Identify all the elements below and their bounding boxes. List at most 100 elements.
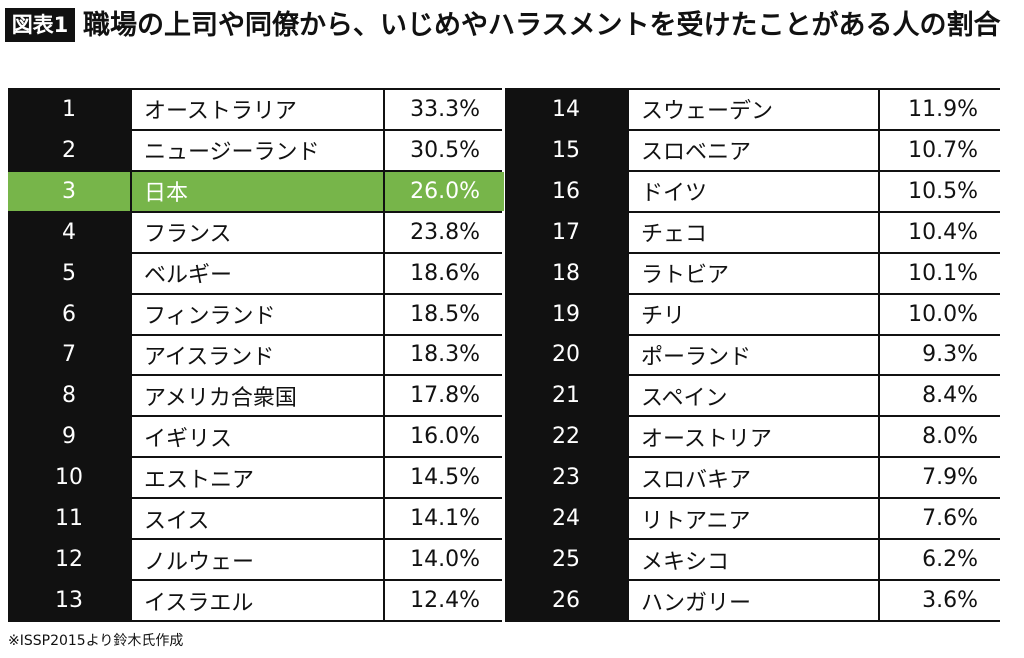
value-cell: 26.0% (385, 171, 504, 211)
value-cell: 7.9% (880, 458, 1002, 498)
country-cell: スペイン (629, 376, 878, 416)
table-row: 18 ラトビア 10.1% (505, 253, 1002, 293)
table-row: 24 リトアニア 7.6% (505, 499, 1002, 539)
rank-cell: 25 (505, 540, 627, 580)
value-cell: 16.0% (385, 417, 504, 457)
rank-cell: 3 (8, 171, 130, 211)
value-cell: 9.3% (880, 335, 1002, 375)
value-cell: 14.1% (385, 499, 504, 539)
rank-cell: 10 (8, 458, 130, 498)
value-cell: 12.4% (385, 581, 504, 620)
table-row: 8 アメリカ合衆国 17.8% (8, 376, 504, 416)
value-cell: 10.5% (880, 171, 1002, 211)
rank-cell: 17 (505, 212, 627, 252)
rank-cell: 8 (8, 376, 130, 416)
table-row: 14 スウェーデン 11.9% (505, 90, 1002, 129)
value-cell: 8.0% (880, 417, 1002, 457)
rank-cell: 15 (505, 130, 627, 170)
table-right: 14 スウェーデン 11.9% 15 スロベニア 10.7% 16 ドイツ 10.5% 17 チェコ… (505, 88, 1002, 622)
rank-cell: 20 (505, 335, 627, 375)
country-cell: 日本 (132, 171, 383, 211)
country-cell: ノルウェー (132, 540, 383, 580)
figure-label: 図表1 (5, 8, 75, 42)
rank-cell: 9 (8, 417, 130, 457)
value-cell: 6.2% (880, 540, 1002, 580)
value-cell: 23.8% (385, 212, 504, 252)
value-cell: 30.5% (385, 130, 504, 170)
country-cell: スウェーデン (629, 90, 878, 129)
table-left: 1 オーストラリア 33.3% 2 ニュージーランド 30.5% 3 日本 26.0% 4 フランス… (8, 88, 504, 622)
table-row: 21 スペイン 8.4% (505, 376, 1002, 416)
rank-cell: 12 (8, 540, 130, 580)
country-cell: アメリカ合衆国 (132, 376, 383, 416)
table-row: 11 スイス 14.1% (8, 499, 504, 539)
rank-cell: 16 (505, 171, 627, 211)
country-cell: アイスランド (132, 335, 383, 375)
rank-cell: 22 (505, 417, 627, 457)
value-cell: 3.6% (880, 581, 1002, 620)
value-cell: 18.3% (385, 335, 504, 375)
value-cell: 10.7% (880, 130, 1002, 170)
table-row: 6 フィンランド 18.5% (8, 294, 504, 334)
rank-cell: 21 (505, 376, 627, 416)
table-row: 13 イスラエル 12.4% (8, 581, 504, 620)
country-cell: ラトビア (629, 253, 878, 293)
rank-cell: 14 (505, 90, 627, 129)
table-row: 20 ポーランド 9.3% (505, 335, 1002, 375)
rank-cell: 13 (8, 581, 130, 620)
country-cell: スイス (132, 499, 383, 539)
country-cell: オーストラリア (132, 90, 383, 129)
rank-cell: 5 (8, 253, 130, 293)
table-row: 15 スロベニア 10.7% (505, 130, 1002, 170)
rank-cell: 4 (8, 212, 130, 252)
value-cell: 14.0% (385, 540, 504, 580)
value-cell: 8.4% (880, 376, 1002, 416)
country-cell: イスラエル (132, 581, 383, 620)
country-cell: フィンランド (132, 294, 383, 334)
table-row: 25 メキシコ 6.2% (505, 540, 1002, 580)
value-cell: 33.3% (385, 90, 504, 129)
country-cell: スロベニア (629, 130, 878, 170)
table-row: 1 オーストラリア 33.3% (8, 90, 504, 129)
rank-cell: 26 (505, 581, 627, 620)
rank-cell: 2 (8, 130, 130, 170)
rank-cell: 1 (8, 90, 130, 129)
rank-cell: 7 (8, 335, 130, 375)
table-row: 7 アイスランド 18.3% (8, 335, 504, 375)
country-cell: ニュージーランド (132, 130, 383, 170)
country-cell: ハンガリー (629, 581, 878, 620)
country-cell: ベルギー (132, 253, 383, 293)
value-cell: 10.0% (880, 294, 1002, 334)
table-row: 16 ドイツ 10.5% (505, 171, 1002, 211)
value-cell: 18.5% (385, 294, 504, 334)
country-cell: スロバキア (629, 458, 878, 498)
value-cell: 14.5% (385, 458, 504, 498)
country-cell: エストニア (132, 458, 383, 498)
country-cell: イギリス (132, 417, 383, 457)
country-cell: ドイツ (629, 171, 878, 211)
value-cell: 10.4% (880, 212, 1002, 252)
country-cell: チリ (629, 294, 878, 334)
rank-cell: 24 (505, 499, 627, 539)
footnote: ※ISSP2015より鈴木氏作成 (8, 633, 184, 649)
value-cell: 18.6% (385, 253, 504, 293)
table-row: 2 ニュージーランド 30.5% (8, 130, 504, 170)
value-cell: 11.9% (880, 90, 1002, 129)
country-cell: リトアニア (629, 499, 878, 539)
table-row: 22 オーストリア 8.0% (505, 417, 1002, 457)
table-row: 23 スロバキア 7.9% (505, 458, 1002, 498)
country-cell: オーストリア (629, 417, 878, 457)
value-cell: 10.1% (880, 253, 1002, 293)
rank-cell: 6 (8, 294, 130, 334)
table-row: 3 日本 26.0% (8, 171, 504, 211)
rank-cell: 18 (505, 253, 627, 293)
table-row: 4 フランス 23.8% (8, 212, 504, 252)
table-row: 5 ベルギー 18.6% (8, 253, 504, 293)
table-row: 10 エストニア 14.5% (8, 458, 504, 498)
title: 職場の上司や同僚から、いじめやハラスメントを受けたことがある人の割合 (83, 10, 1001, 41)
value-cell: 17.8% (385, 376, 504, 416)
table-row: 19 チリ 10.0% (505, 294, 1002, 334)
rank-cell: 19 (505, 294, 627, 334)
country-cell: ポーランド (629, 335, 878, 375)
